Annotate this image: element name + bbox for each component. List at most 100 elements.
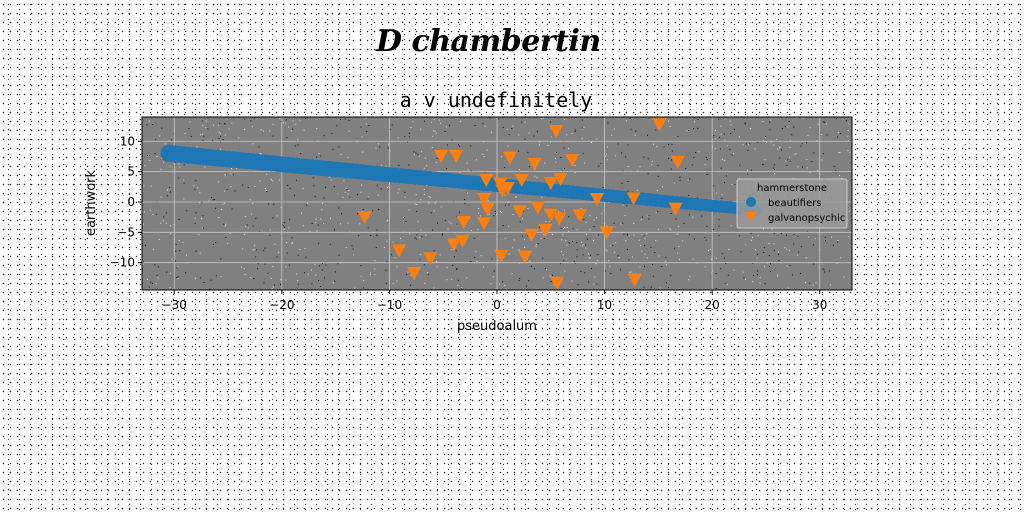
point-galvanopsychic [423, 252, 438, 266]
noise-dot [286, 137, 288, 138]
noise-dot [214, 199, 216, 200]
noise-dot [581, 119, 583, 121]
noise-dot [512, 125, 514, 127]
noise-dot [731, 184, 733, 186]
point-galvanopsychic [517, 250, 532, 264]
noise-dot [285, 279, 287, 281]
noise-dot [502, 117, 504, 119]
noise-dot [667, 120, 669, 122]
noise-dot [542, 257, 544, 259]
noise-dot [292, 120, 294, 122]
noise-dot [671, 150, 673, 152]
noise-dot [344, 191, 346, 193]
noise-dot [394, 257, 396, 259]
noise-dot [186, 254, 187, 256]
noise-dot [186, 210, 188, 212]
noise-dot [198, 234, 200, 236]
noise-dot [743, 277, 745, 279]
noise-dot [306, 204, 308, 206]
noise-dot [847, 150, 849, 152]
noise-dot [146, 279, 148, 280]
noise-dot [581, 245, 583, 247]
noise-dot [338, 207, 340, 209]
noise-dot [429, 197, 431, 199]
noise-dot [724, 257, 725, 259]
noise-dot [563, 260, 565, 262]
noise-dot [585, 222, 587, 224]
noise-dot [360, 265, 362, 267]
noise-dot [513, 239, 515, 241]
noise-dot [712, 199, 714, 201]
noise-dot [655, 129, 657, 131]
noise-dot [270, 178, 272, 180]
noise-dot [768, 255, 770, 257]
noise-dot [677, 136, 679, 137]
noise-dot [412, 121, 414, 123]
noise-dot [670, 168, 672, 170]
noise-dot [483, 141, 484, 143]
noise-dot [770, 141, 772, 143]
noise-dot [750, 169, 752, 171]
noise-dot [665, 264, 667, 266]
noise-dot [652, 275, 654, 277]
noise-dot [670, 213, 672, 214]
noise-dot [555, 161, 557, 163]
noise-dot [220, 209, 222, 210]
noise-dot [224, 123, 226, 125]
noise-dot [718, 225, 720, 227]
y-tick-label: −5 [117, 225, 135, 239]
noise-dot [457, 144, 459, 146]
noise-dot [475, 251, 477, 253]
noise-dot [194, 222, 196, 224]
noise-dot [288, 227, 290, 229]
noise-dot [745, 143, 747, 145]
noise-dot [272, 123, 274, 125]
noise-dot [414, 237, 416, 239]
noise-dot [185, 272, 187, 274]
noise-dot [374, 268, 376, 270]
noise-dot [254, 186, 256, 187]
noise-dot [694, 121, 695, 123]
noise-dot [347, 156, 349, 158]
noise-dot [498, 118, 500, 120]
noise-dot [576, 256, 578, 258]
noise-dot [396, 280, 398, 282]
noise-dot [396, 266, 398, 268]
noise-dot [763, 228, 764, 230]
noise-dot [560, 157, 562, 158]
noise-dot [362, 151, 364, 153]
point-galvanopsychic [502, 151, 517, 165]
noise-dot [437, 222, 438, 224]
noise-dot [602, 187, 604, 188]
noise-dot [734, 183, 736, 185]
noise-dot [648, 215, 650, 217]
noise-dot [446, 168, 448, 169]
noise-dot [202, 227, 204, 229]
noise-dot [418, 155, 420, 157]
noise-dot [354, 287, 356, 289]
noise-dot [713, 185, 715, 187]
noise-dot [499, 211, 501, 212]
noise-dot [625, 120, 627, 122]
noise-dot [184, 133, 186, 134]
noise-dot [291, 243, 293, 245]
noise-dot [313, 185, 315, 187]
noise-dot [211, 197, 212, 199]
noise-dot [160, 196, 162, 198]
noise-dot [600, 163, 602, 165]
noise-dot [519, 278, 521, 279]
point-galvanopsychic [530, 201, 545, 215]
noise-dot [764, 159, 766, 161]
noise-dot [582, 128, 583, 130]
noise-dot [745, 278, 746, 280]
noise-dot [577, 284, 579, 285]
noise-dot [415, 152, 417, 154]
noise-dot [683, 222, 685, 224]
noise-dot [410, 284, 412, 286]
noise-dot [849, 210, 851, 212]
noise-dot [839, 152, 841, 153]
noise-dot [486, 149, 488, 151]
noise-dot [376, 234, 378, 236]
noise-dot [142, 263, 144, 265]
noise-dot [640, 219, 642, 221]
